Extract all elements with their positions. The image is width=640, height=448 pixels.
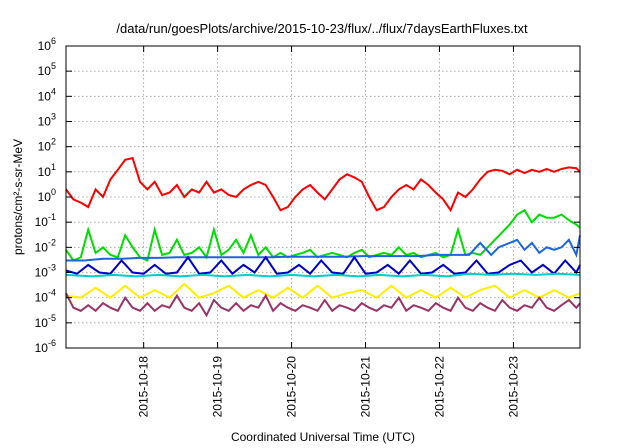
y-tick-label: 10-4 — [35, 288, 56, 305]
x-tick-label: 2015-10-18 — [137, 356, 151, 418]
series-line-3 — [66, 235, 581, 262]
series-line-6 — [65, 282, 581, 299]
x-tick-label: 2015-10-19 — [211, 356, 225, 418]
y-axis-label: protons/cm²-s-sr-MeV — [11, 139, 25, 255]
x-tick-label: 2015-10-23 — [506, 356, 520, 418]
y-tick-exponent: -4 — [48, 288, 56, 298]
y-tick-label: 102 — [38, 137, 56, 154]
y-tick-exponent: 0 — [51, 187, 56, 197]
y-tick-exponent: -5 — [48, 313, 56, 323]
series-line-7 — [65, 292, 581, 318]
y-tick-exponent: 2 — [51, 137, 56, 147]
series-line-1 — [65, 156, 581, 213]
y-tick-exponent: 3 — [51, 112, 56, 122]
y-tick-label: 105 — [38, 61, 56, 78]
x-axis: 2015-10-18 2015-10-19 2015-10-20 2015-10-21… — [137, 46, 520, 418]
y-tick-label: 104 — [38, 86, 56, 103]
y-axis: 10-610-510-410-310-210-11001011021031041… — [35, 36, 580, 355]
y-tick-label: 10-2 — [35, 237, 56, 254]
series-line-5 — [65, 272, 581, 278]
x-tick-label: 2015-10-22 — [432, 356, 446, 418]
y-tick-base: 10 — [38, 165, 52, 179]
x-tick-label: 2015-10-20 — [285, 356, 299, 418]
y-tick-exponent: 1 — [51, 162, 56, 172]
y-tick-base: 10 — [35, 215, 49, 229]
y-tick-base: 10 — [35, 240, 49, 254]
y-tick-label: 101 — [38, 162, 56, 179]
y-tick-label: 106 — [38, 36, 56, 53]
y-tick-base: 10 — [38, 64, 52, 78]
y-tick-exponent: -1 — [48, 212, 56, 222]
y-tick-label: 10-6 — [35, 338, 56, 355]
x-axis-label: Coordinated Universal Time (UTC) — [231, 430, 415, 444]
y-tick-base: 10 — [38, 39, 52, 53]
y-tick-base: 10 — [38, 89, 52, 103]
y-tick-exponent: -6 — [48, 338, 56, 348]
grid-lines — [66, 46, 580, 348]
y-tick-label: 10-1 — [35, 212, 56, 229]
series-line-2 — [65, 208, 581, 262]
chart-title: /data/run/goesPlots/archive/2015-10-23/f… — [116, 21, 528, 36]
y-tick-base: 10 — [35, 291, 49, 305]
y-tick-label: 103 — [38, 112, 56, 129]
y-tick-base: 10 — [35, 341, 49, 355]
y-tick-label: 10-3 — [35, 263, 56, 280]
y-tick-label: 100 — [38, 187, 56, 204]
y-tick-exponent: -3 — [48, 263, 56, 273]
y-tick-exponent: 4 — [51, 86, 56, 96]
y-tick-label: 10-5 — [35, 313, 56, 330]
series-line-4 — [65, 255, 581, 276]
y-tick-base: 10 — [38, 190, 52, 204]
y-tick-exponent: -2 — [48, 237, 56, 247]
y-tick-base: 10 — [38, 140, 52, 154]
y-tick-base: 10 — [35, 316, 49, 330]
y-tick-exponent: 5 — [51, 61, 56, 71]
series-group — [65, 156, 581, 318]
y-tick-base: 10 — [35, 266, 49, 280]
y-tick-exponent: 6 — [51, 36, 56, 46]
y-tick-base: 10 — [38, 115, 52, 129]
x-tick-label: 2015-10-21 — [359, 356, 373, 418]
